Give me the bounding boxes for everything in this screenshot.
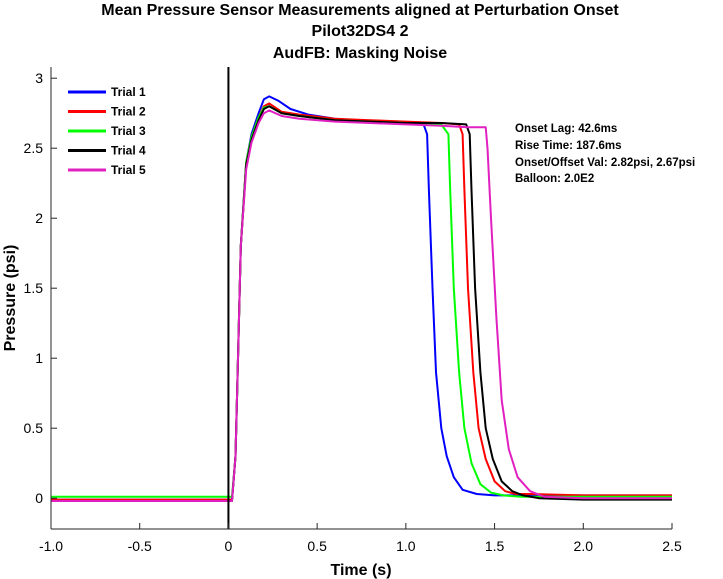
y-tick-label: 1 xyxy=(35,350,43,366)
axes-frame xyxy=(50,67,672,530)
annotation-balloon: Balloon: 2.0E2 xyxy=(515,173,594,185)
x-ticks: -1.0 -0.5 0 0.5 1.0 1.5 2.0 2.5 xyxy=(39,523,682,554)
chart-title-group: Mean Pressure Sensor Measurements aligne… xyxy=(101,2,619,62)
y-tick-label: 0.5 xyxy=(24,420,44,436)
x-tick-label: 2.5 xyxy=(662,538,682,554)
chart-title-line-3: AudFB: Masking Noise xyxy=(273,45,447,62)
y-tick-label: 1.5 xyxy=(24,280,44,296)
legend: Trial 1 Trial 2 Trial 3 Trial 4 Trial 5 xyxy=(68,85,146,177)
legend-label-trial-4: Trial 4 xyxy=(111,144,146,158)
x-tick-label: 1.0 xyxy=(396,538,416,554)
x-tick-label: 0.5 xyxy=(307,538,327,554)
chart-title-line-1: Mean Pressure Sensor Measurements aligne… xyxy=(101,2,619,19)
x-tick-label: 2.0 xyxy=(574,538,594,554)
x-tick-label: -1.0 xyxy=(39,538,63,554)
legend-label-trial-2: Trial 2 xyxy=(111,105,146,119)
series-layer xyxy=(51,95,672,502)
legend-label-trial-5: Trial 5 xyxy=(111,163,146,177)
x-axis-label: Time (s) xyxy=(330,562,391,579)
plot-area xyxy=(51,67,672,529)
annotation-onset-offset-val: Onset/Offset Val: 2.82psi, 2.67psi xyxy=(515,157,695,169)
annotation-box: Onset Lag: 42.6ms Rise Time: 187.6ms Ons… xyxy=(515,123,695,185)
y-axis-label: Pressure (psi) xyxy=(2,245,19,352)
y-tick-label: 0 xyxy=(35,490,43,506)
x-tick-label: 1.5 xyxy=(485,538,505,554)
legend-label-trial-3: Trial 3 xyxy=(111,124,146,138)
chart-title-line-2: Pilot32DS4 2 xyxy=(312,23,409,40)
y-tick-label: 2 xyxy=(35,210,43,226)
annotation-onset-lag: Onset Lag: 42.6ms xyxy=(515,123,617,135)
y-ticks: 0 0.5 1 1.5 2 2.5 3 xyxy=(24,70,57,506)
legend-label-trial-1: Trial 1 xyxy=(111,85,146,99)
y-tick-label: 2.5 xyxy=(24,140,44,156)
x-tick-label: 0 xyxy=(225,538,233,554)
x-tick-label: -0.5 xyxy=(128,538,152,554)
y-tick-label: 3 xyxy=(35,70,43,86)
series-line-trial-5 xyxy=(51,109,672,502)
annotation-rise-time: Rise Time: 187.6ms xyxy=(515,140,622,152)
